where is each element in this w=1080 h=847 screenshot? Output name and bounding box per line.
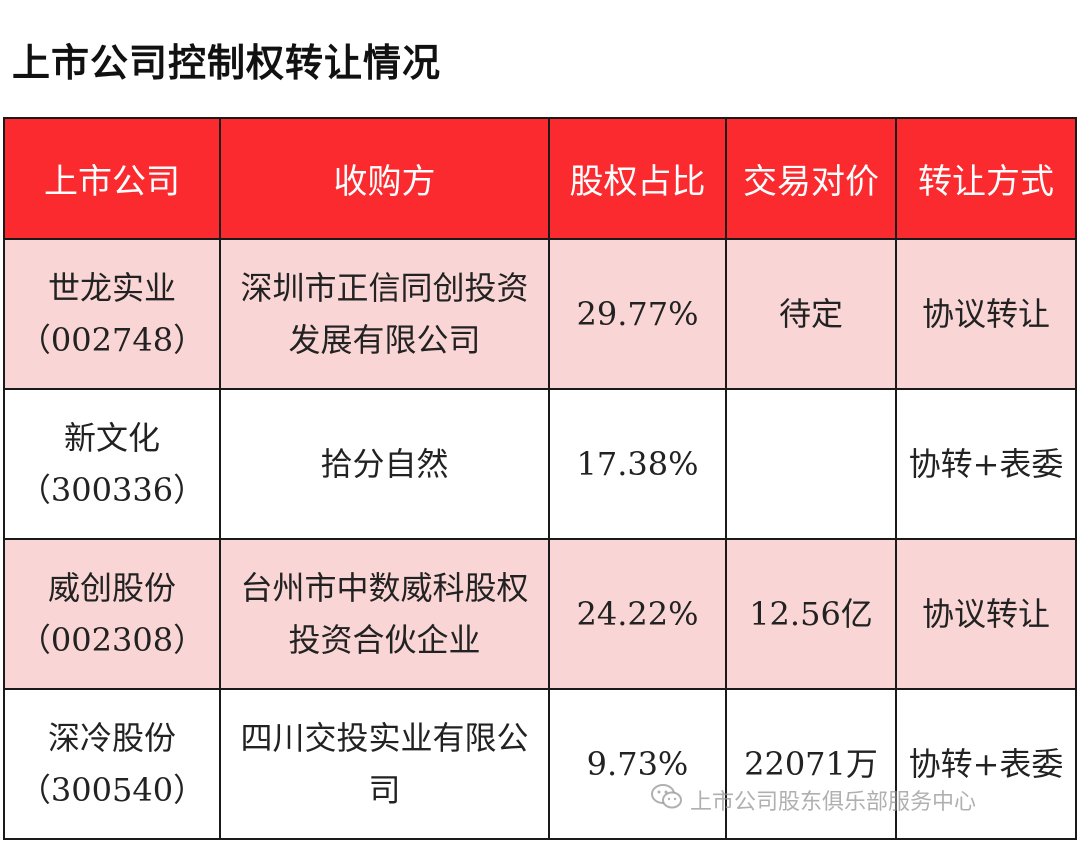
- company-code: （300540）: [18, 771, 206, 809]
- company-code: （002308）: [18, 621, 206, 659]
- header-row: 上市公司 收购方 股权占比 交易对价 转让方式: [3, 117, 1077, 240]
- cell-price: 22071万: [725, 688, 897, 840]
- watermark: 上市公司股东俱乐部服务中心: [650, 782, 976, 818]
- cell-price: 12.56亿: [725, 538, 897, 690]
- table-row: 深冷股份 （300540） 四川交投实业有限公司 9.73% 22071万 协转…: [3, 688, 1077, 840]
- company-name: 新文化: [63, 419, 160, 457]
- cell-company: 深冷股份 （300540）: [3, 688, 221, 840]
- company-code: （002748）: [18, 321, 206, 359]
- cell-acquirer: 台州市中数威科股权投资合伙企业: [219, 538, 550, 690]
- page-title: 上市公司控制权转让情况: [12, 41, 442, 85]
- cell-price: 待定: [725, 238, 897, 390]
- cell-method: 协转+表委: [895, 388, 1077, 540]
- company-code: （300336）: [18, 471, 206, 509]
- wechat-icon: [650, 782, 684, 818]
- header-price: 交易对价: [725, 117, 897, 240]
- table-row: 世龙实业 （002748） 深圳市正信同创投资发展有限公司 29.77% 待定 …: [3, 238, 1077, 390]
- cell-company: 新文化 （300336）: [3, 388, 221, 540]
- header-stake: 股权占比: [548, 117, 727, 240]
- company-name: 深冷股份: [47, 719, 176, 757]
- cell-stake: 17.38%: [548, 388, 727, 540]
- header-method: 转让方式: [895, 117, 1077, 240]
- header-acquirer: 收购方: [219, 117, 550, 240]
- header-company: 上市公司: [3, 117, 221, 240]
- cell-price: [725, 388, 897, 540]
- cell-stake: 9.73%: [548, 688, 727, 840]
- cell-company: 世龙实业 （002748）: [3, 238, 221, 390]
- cell-acquirer: 四川交投实业有限公司: [219, 688, 550, 840]
- table-row: 新文化 （300336） 拾分自然 17.38% 协转+表委: [3, 388, 1077, 540]
- cell-method: 协议转让: [895, 538, 1077, 690]
- cell-method: 协议转让: [895, 238, 1077, 390]
- table-row: 威创股份 （002308） 台州市中数威科股权投资合伙企业 24.22% 12.…: [3, 538, 1077, 690]
- cell-stake: 24.22%: [548, 538, 727, 690]
- cell-company: 威创股份 （002308）: [3, 538, 221, 690]
- watermark-text: 上市公司股东俱乐部服务中心: [690, 790, 977, 815]
- control-transfer-table: 上市公司 收购方 股权占比 交易对价 转让方式 世龙实业 （002748） 深圳…: [3, 117, 1077, 840]
- company-name: 威创股份: [47, 569, 176, 607]
- company-name: 世龙实业: [47, 269, 176, 307]
- cell-stake: 29.77%: [548, 238, 727, 390]
- cell-acquirer: 深圳市正信同创投资发展有限公司: [219, 238, 550, 390]
- cell-acquirer: 拾分自然: [219, 388, 550, 540]
- cell-method: 协转+表委: [895, 688, 1077, 840]
